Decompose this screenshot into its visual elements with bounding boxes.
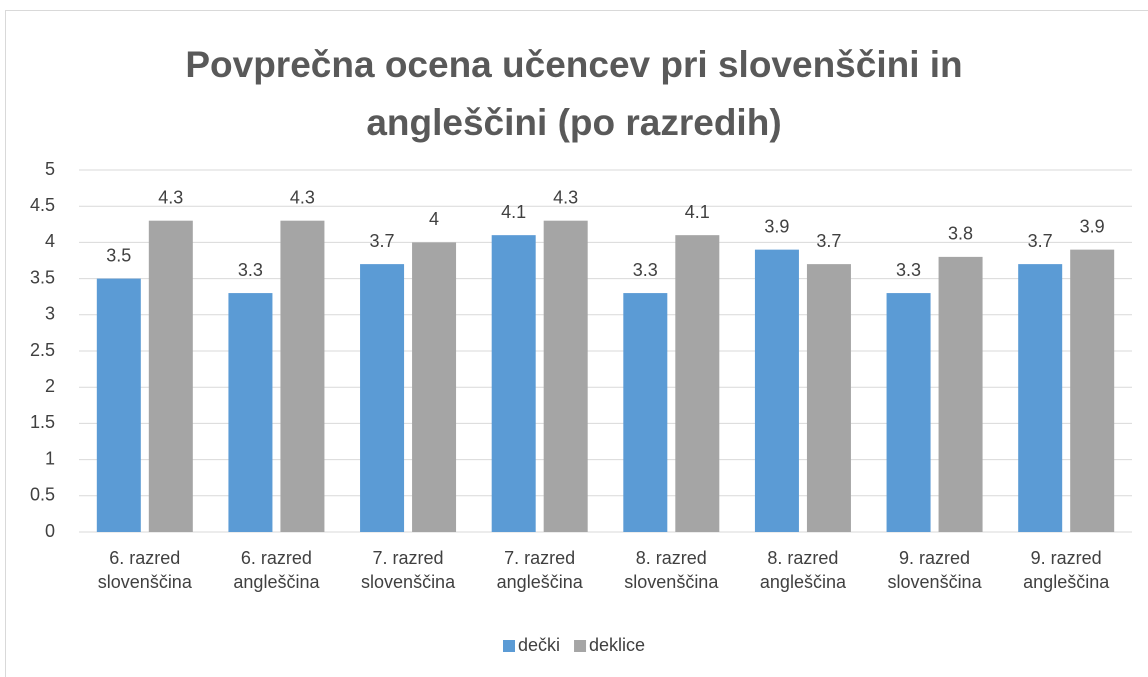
bar <box>1018 264 1063 532</box>
bar <box>412 242 457 532</box>
data-label: 3.8 <box>948 224 973 244</box>
data-label: 3.3 <box>238 260 263 280</box>
data-label: 3.3 <box>896 260 921 280</box>
bar <box>886 293 931 532</box>
legend-label: dečki <box>518 635 560 655</box>
x-tick-label: 9. razred slovenščina <box>887 548 982 592</box>
y-tick-label: 0 <box>45 521 55 541</box>
chart-border <box>5 10 1148 677</box>
data-label: 3.5 <box>106 245 131 265</box>
data-label: 3.9 <box>764 216 789 236</box>
data-label: 3.7 <box>1028 231 1053 251</box>
y-tick-label: 2 <box>45 376 55 396</box>
y-tick-label: 2.5 <box>30 340 55 360</box>
data-label: 4.1 <box>501 202 526 222</box>
bar <box>1070 249 1115 532</box>
x-tick-label: 6. razred angleščina <box>233 548 320 592</box>
x-tick-label: 8. razred angleščina <box>759 548 846 592</box>
bar <box>360 264 405 532</box>
bar <box>543 220 588 532</box>
data-label: 4.3 <box>158 187 183 207</box>
x-tick-label: 6. razred slovenščina <box>97 548 192 592</box>
y-tick-label: 0.5 <box>30 485 55 505</box>
legend-swatch <box>503 640 515 652</box>
data-label: 4.3 <box>553 187 578 207</box>
y-tick-label: 4.5 <box>30 195 55 215</box>
bar <box>938 256 983 532</box>
y-tick-label: 5 <box>45 159 55 179</box>
x-tick-label: 9. razred angleščina <box>1023 548 1110 592</box>
data-label: 4 <box>429 209 439 229</box>
bar <box>148 220 193 532</box>
bar <box>491 235 536 532</box>
data-label: 3.3 <box>633 260 658 280</box>
data-label: 4.1 <box>685 202 710 222</box>
y-tick-label: 3 <box>45 304 55 324</box>
data-label: 3.7 <box>370 231 395 251</box>
bar <box>623 293 668 532</box>
y-tick-label: 1.5 <box>30 412 55 432</box>
x-tick-label: 7. razred angleščina <box>496 548 583 592</box>
x-tick-label: 7. razred slovenščina <box>361 548 456 592</box>
bar <box>280 220 325 532</box>
chart-title: Povprečna ocena učencev pri slovenščini … <box>185 44 963 143</box>
data-label: 4.3 <box>290 187 315 207</box>
legend-swatch <box>574 640 587 652</box>
bar <box>96 278 141 532</box>
bar <box>228 293 273 532</box>
data-label: 3.7 <box>816 231 841 251</box>
bar <box>754 249 799 532</box>
y-tick-label: 4 <box>45 231 55 251</box>
bar <box>806 264 851 532</box>
y-tick-label: 3.5 <box>30 267 55 287</box>
data-label: 3.9 <box>1080 216 1105 236</box>
legend-label: deklice <box>589 635 645 655</box>
bar <box>675 235 720 532</box>
y-tick-label: 1 <box>45 448 55 468</box>
x-tick-label: 8. razred slovenščina <box>624 548 719 592</box>
